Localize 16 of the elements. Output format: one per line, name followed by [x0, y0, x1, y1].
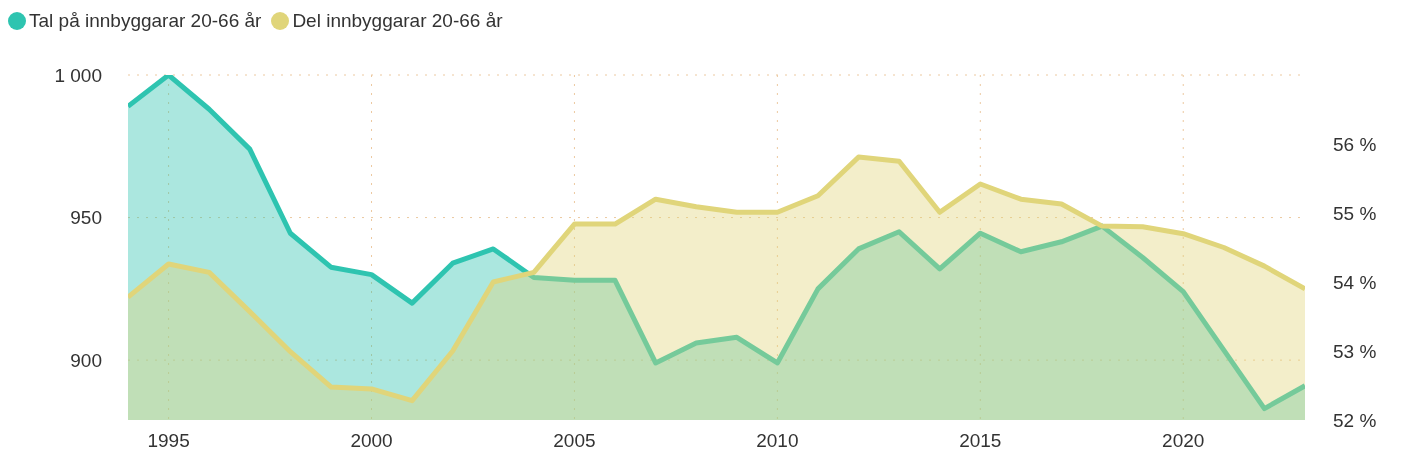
y-tick-label: 950: [70, 207, 102, 229]
x-tick-label: 2015: [959, 430, 1002, 452]
legend-label: Tal på innbyggarar 20-66 år: [29, 10, 262, 32]
x-tick-label: 2000: [350, 430, 393, 452]
y-tick-label: 900: [70, 349, 102, 371]
y-tick-label: 1 000: [54, 64, 102, 86]
x-tick-label: 1995: [147, 430, 190, 452]
legend-label: Del innbyggarar 20-66 år: [292, 10, 503, 32]
y2-tick-label: 52 %: [1333, 409, 1377, 431]
x-tick-label: 2010: [756, 430, 799, 452]
x-tick-label: 2005: [553, 430, 596, 452]
y2-tick-label: 53 %: [1333, 340, 1377, 362]
y2-tick-label: 54 %: [1333, 271, 1377, 293]
x-tick-label: 2020: [1162, 430, 1205, 452]
y2-tick-label: 55 %: [1333, 202, 1377, 224]
y2-tick-label: 56 %: [1333, 133, 1377, 155]
